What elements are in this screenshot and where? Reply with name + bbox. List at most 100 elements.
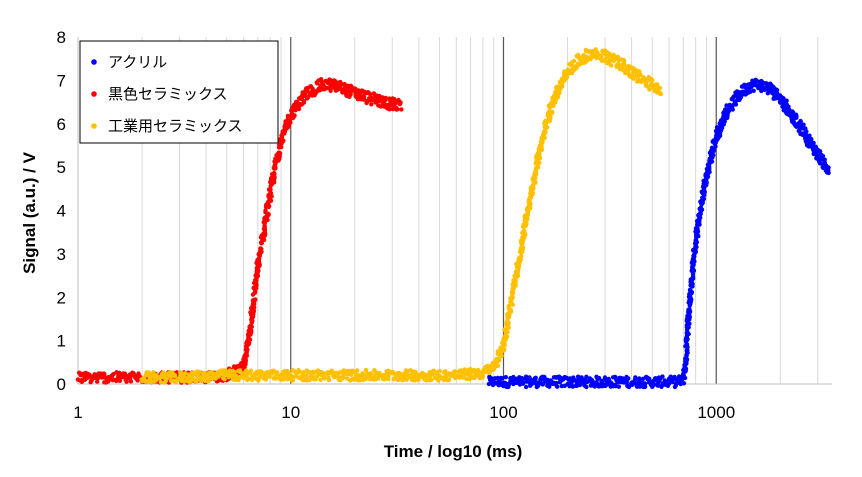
data-point [258,246,263,251]
data-point [318,377,323,382]
data-point [683,357,688,362]
data-point [273,166,278,171]
data-point [616,384,621,389]
data-point [266,212,271,217]
data-point [507,308,512,313]
data-point [145,370,151,375]
x-tick-label: 1000 [697,403,735,422]
data-point [437,368,442,374]
data-point [694,231,699,236]
data-point [774,87,780,93]
data-point [377,98,382,104]
data-point [713,144,718,149]
data-point [341,373,346,378]
data-point [237,368,243,373]
data-point [443,373,449,378]
data-point [719,125,725,130]
data-point [556,90,562,96]
x-tick-label: 1 [73,403,82,422]
data-point [699,207,704,212]
y-tick-label: 7 [57,71,66,90]
data-point [516,262,522,267]
legend-entry-acrylic: アクリル [91,53,167,71]
legend-marker-black-ceramics [91,91,97,97]
data-point [452,369,458,374]
data-point [510,295,515,300]
y-tick-label: 3 [57,245,66,264]
data-point [554,380,559,386]
data-point [510,302,515,307]
data-point [748,89,753,95]
data-point [751,88,756,94]
data-point [542,128,548,133]
data-point [647,376,652,381]
data-point [462,367,467,372]
data-point [725,113,730,118]
data-point [243,369,248,374]
data-point [175,377,180,382]
legend: アクリル 黒色セラミックス 工業用セラミックス [79,40,279,144]
data-point [730,105,735,111]
legend-entry-black-ceramics: 黒色セラミックス [91,85,228,103]
data-point [248,332,253,337]
data-point [670,379,675,385]
data-point [687,287,693,293]
data-point [584,374,589,379]
data-point [318,77,324,82]
data-point [196,369,202,375]
data-point [626,384,632,390]
data-point [255,267,260,272]
data-point [500,376,505,381]
data-point [826,170,831,176]
data-points [75,47,831,390]
data-point [733,102,739,107]
data-point [684,345,690,350]
data-point [818,161,823,166]
data-point [633,375,638,380]
data-point [290,378,296,383]
data-point [310,86,315,91]
data-point [292,113,297,118]
data-point [268,198,274,203]
y-tick-label: 0 [57,375,66,394]
data-point [495,375,500,381]
data-point [252,290,258,295]
data-point [636,377,642,382]
data-point [535,159,540,164]
data-point [523,384,529,390]
data-point [642,383,648,388]
data-point [258,375,263,380]
data-point [358,88,364,94]
data-point [638,72,643,78]
data-point [709,159,715,164]
data-point [404,377,409,382]
data-point [158,379,163,385]
legend-marker-industrial-ceramics [91,123,97,129]
data-point [168,374,174,379]
data-point [826,165,831,170]
data-point [809,136,814,142]
data-point [801,122,806,127]
data-point [382,377,387,382]
data-point [688,282,694,288]
data-point [523,232,528,237]
y-tick-label: 1 [57,332,66,351]
data-point [510,287,516,292]
data-point [247,371,253,376]
axes [77,37,832,385]
data-point [244,346,249,352]
data-point [691,256,696,261]
data-point [209,376,214,381]
data-point [256,256,262,261]
legend-label-black-ceramics: 黒色セラミックス [108,85,228,103]
data-point [691,259,696,265]
data-point [666,381,672,386]
data-point [244,353,250,358]
data-point [274,370,280,375]
data-point [254,285,259,291]
data-point [564,75,569,80]
data-point [398,100,403,105]
data-point [590,50,595,56]
x-tick-label: 100 [489,403,517,422]
data-point [254,278,259,283]
